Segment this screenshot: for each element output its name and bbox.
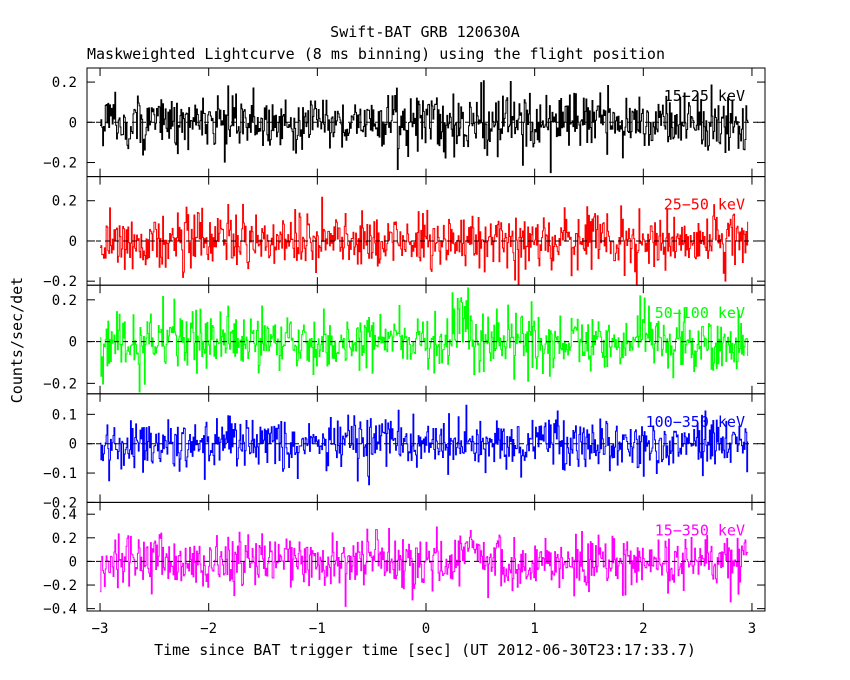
- series-label: 50−100 keV: [655, 304, 745, 322]
- x-tick-label: −2: [200, 621, 217, 637]
- y-tick-label: −0.2: [43, 376, 77, 392]
- x-tick-label: 3: [748, 621, 756, 637]
- x-tick-label: 2: [639, 621, 647, 637]
- x-tick-label: −1: [309, 621, 326, 637]
- y-tick-label: 0.2: [52, 75, 77, 91]
- y-tick-label: −0.4: [43, 602, 77, 618]
- y-tick-label: −0.2: [43, 156, 77, 172]
- y-tick-label: −0.2: [43, 578, 77, 594]
- series-label: 15−350 keV: [655, 521, 745, 539]
- series-label: 100−350 keV: [646, 413, 745, 431]
- chart-subtitle: Maskweighted Lightcurve (8 ms binning) u…: [87, 45, 665, 63]
- panel-0: −0.2 0 0.2 15−25 keV: [43, 67, 766, 178]
- x-axis-label: Time since BAT trigger time [sec] (UT 20…: [154, 641, 696, 659]
- series-line-1: [100, 196, 749, 286]
- y-tick-label: 0.1: [52, 407, 77, 423]
- series-line-2: [100, 287, 749, 393]
- y-tick-label: −0.2: [43, 495, 77, 511]
- series-label: 15−25 keV: [664, 87, 745, 105]
- y-tick-label: 0: [69, 554, 77, 570]
- chart-title: Swift-BAT GRB 120630A: [330, 23, 520, 41]
- y-tick-label: 0: [69, 437, 77, 453]
- y-axis-label: Counts/sec/det: [8, 277, 26, 403]
- panel-2: −0.2 0 0.2 50−100 keV: [43, 284, 766, 395]
- series-line-3: [100, 404, 749, 486]
- y-tick-label: −0.2: [43, 274, 77, 290]
- panel-4: −0.4 −0.2 0 0.2 0.4 15−350 keV: [43, 501, 766, 618]
- x-tick-label: 1: [530, 621, 538, 637]
- y-tick-label: 0.4: [52, 507, 77, 523]
- x-tick-label: 0: [422, 621, 430, 637]
- series-label: 25−50 keV: [664, 196, 745, 214]
- panel-1: −0.2 0 0.2 25−50 keV: [43, 176, 766, 290]
- y-tick-label: 0.2: [52, 194, 77, 210]
- y-tick-label: 0: [69, 335, 77, 351]
- panel-3: −0.2 −0.1 0 0.1 100−350 keV: [43, 393, 766, 511]
- series-line-0: [100, 80, 749, 174]
- y-tick-label: −0.1: [43, 466, 77, 482]
- y-tick-label: 0.2: [52, 531, 77, 547]
- y-tick-label: 0.2: [52, 293, 77, 309]
- y-tick-label: 0: [69, 234, 77, 250]
- series-line-4: [100, 526, 749, 607]
- x-tick-label: −3: [92, 621, 109, 637]
- y-tick-label: 0: [69, 115, 77, 131]
- panels: −0.2 0 0.2 15−25 keV −0.2 0 0.2 25−50 keV −0.2 0 0…: [43, 67, 766, 637]
